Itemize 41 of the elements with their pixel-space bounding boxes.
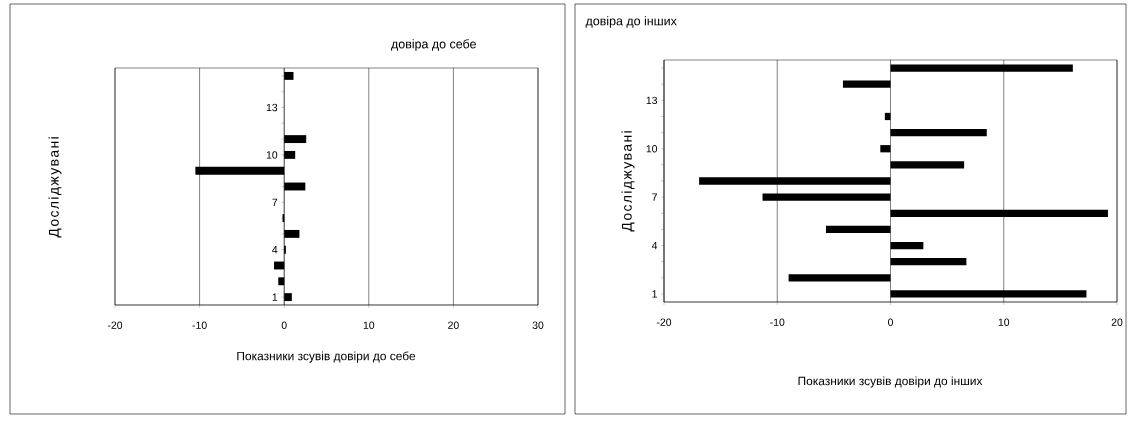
y-tick-label: 7 (652, 193, 657, 201)
y-tick-label: 10 (646, 145, 658, 153)
chart-title: довіра до себе (391, 39, 476, 51)
x-tick-label: -10 (770, 318, 785, 326)
y-tick-label: 1 (652, 290, 657, 298)
bar (890, 241, 924, 250)
bar (699, 177, 891, 185)
bar (788, 274, 891, 282)
x-axis-title: Показники зсувів довіри до інших (798, 376, 983, 388)
x-tick-label: 30 (532, 321, 544, 329)
x-tick-label: 20 (1111, 318, 1123, 326)
x-tick-label: 10 (998, 318, 1010, 326)
bar (825, 225, 891, 234)
y-tick-label: 7 (272, 198, 278, 206)
x-tick-label: -20 (107, 321, 123, 329)
bar (842, 80, 891, 88)
x-axis-title: Показники зсувів довіри до себе (237, 351, 416, 363)
y-tick-label: 13 (646, 96, 658, 105)
bar (762, 193, 891, 201)
y-tick-label: 10 (266, 151, 278, 159)
y-axis-title: Досліджувані (621, 131, 635, 232)
bar (890, 209, 1108, 217)
bar (890, 258, 967, 266)
x-tick-label: 20 (448, 321, 459, 329)
x-tick-label: 10 (363, 321, 375, 329)
bar (890, 161, 965, 169)
bar (890, 64, 1073, 72)
bar (884, 112, 891, 121)
bar (890, 128, 987, 137)
y-tick-label: 1 (272, 293, 278, 301)
x-tick-label: 0 (888, 318, 894, 326)
y-tick-label: 13 (266, 103, 278, 112)
x-tick-label: -10 (192, 321, 207, 329)
y-axis-title: Досліджувані (48, 137, 62, 238)
y-tick-label: 4 (272, 246, 278, 254)
x-tick-label: 0 (281, 321, 287, 329)
bar (880, 145, 891, 153)
y-tick-label: 4 (651, 241, 658, 250)
bar (890, 290, 1087, 298)
x-tick-label: -20 (656, 318, 672, 326)
chart-title: довіра до інших (585, 16, 677, 28)
